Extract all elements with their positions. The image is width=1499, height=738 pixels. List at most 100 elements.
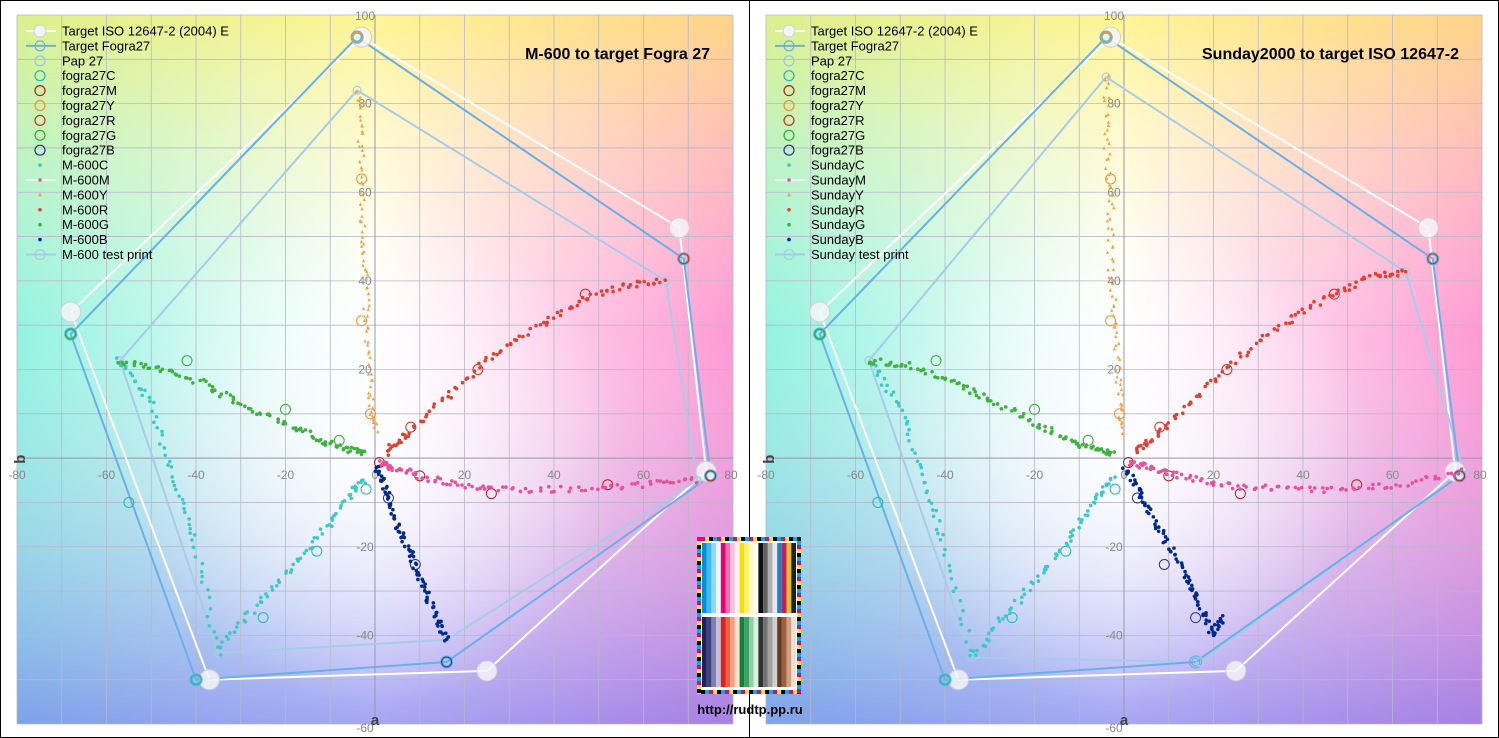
series-point-M-600R [534,323,538,328]
series-point-M-600G [300,429,305,434]
swatch-patch [786,543,792,613]
series-point-M-600C [259,600,264,605]
swatch-border-cell [705,537,709,541]
swatch-border-cell [797,577,801,581]
series-point-M-600B [422,589,427,593]
series-point-M-600C [160,433,165,437]
swatch-patch [758,617,764,687]
series-point-M-600Y [364,276,368,280]
series-point-SundayB [1204,611,1208,615]
series-point-SundayY [1109,185,1113,189]
series-point-M-600C [187,517,191,521]
series-point-M-600C [154,414,159,419]
series-point-M-600M [486,485,491,489]
series-point-M-600R [559,308,564,313]
series-point-SundayG [907,361,912,365]
swatch-border-cell [797,681,801,685]
series-point-M-600Y [367,391,371,395]
series-point-M-600G [346,450,350,455]
legend-marker [787,178,791,182]
series-point-M-600R [521,334,525,339]
series-point-SundayY [1115,330,1119,334]
series-point-SundayC [927,498,931,503]
series-point-SundayY [1105,85,1109,90]
series-point-M-600G [224,390,229,395]
series-point-SundayG [933,375,937,379]
series-point-SundayM [1383,486,1387,491]
series-point-SundayY [1119,387,1124,392]
series-point-M-600B [420,584,424,588]
series-point-M-600M [482,487,487,491]
legend-label: M-600 test print [62,247,153,262]
series-point-M-600M [665,479,669,484]
swatch-border-cell [749,690,753,694]
series-point-M-600M [661,480,666,485]
target-fogra-inner [66,329,76,339]
series-point-SundayG [1096,448,1100,452]
series-point-M-600R [386,453,391,457]
series-point-M-600G [255,412,259,417]
series-point-SundayB [1216,623,1220,628]
series-point-M-600C [132,379,137,384]
series-point-SundayM [1236,484,1240,488]
x-tick-label: -20 [1026,468,1044,482]
swatch-border-cell [765,537,769,541]
series-point-SundayG [867,361,872,366]
swatch-patch [767,543,773,613]
series-point-SundayG [1043,429,1047,433]
series-point-SundayC [1042,570,1046,575]
series-point-SundayC [897,403,901,408]
series-point-SundayC [924,490,929,495]
series-point-M-600M [518,489,523,494]
series-point-SundayC [938,537,943,542]
series-point-M-600R [399,440,403,445]
fogra-step-Y [351,31,363,43]
series-point-M-600R [471,375,476,379]
series-point-M-600C [199,569,204,574]
series-point-M-600R [446,389,451,394]
swatch-border-cell [697,605,701,609]
swatch-border-cell [729,537,733,541]
series-point-M-600G [210,384,215,389]
series-point-SundayC [874,364,878,368]
target-fogra-point [1426,252,1440,266]
series-point-SundayG [977,395,981,400]
series-point-M-600R [505,343,509,347]
series-point-SundayG [1049,425,1054,430]
series-point-SundayR [1353,285,1357,290]
series-point-SundayY [1110,201,1114,206]
series-point-M-600B [425,597,429,602]
series-point-M-600R [610,285,615,289]
series-point-SundayM [1459,467,1464,472]
series-point-SundayB [1201,612,1206,617]
series-point-SundayC [1003,614,1008,618]
series-point-M-600Y [358,114,362,118]
swatch-border-cell [797,661,801,665]
series-point-SundayC [879,383,884,387]
series-point-M-600Y [360,129,364,134]
swatch-border-cell [717,690,721,694]
series-point-SundayC [1054,552,1058,556]
swatch-border-cell [797,541,801,545]
series-point-SundayG [989,399,993,403]
series-point-M-600B [423,582,427,586]
series-point-M-600C [183,510,187,515]
series-point-M-600Y [362,318,367,322]
series-point-M-600Y [360,148,364,152]
series-point-M-600C [310,545,315,550]
swatch-border-cell [697,573,701,577]
series-point-SundayG [1099,447,1104,451]
swatch-patch [772,543,778,613]
series-point-SundayY [1112,304,1116,309]
series-point-SundayY [1112,347,1117,351]
series-point-SundayG [1031,423,1035,427]
series-point-SundayC [968,648,973,653]
x-tick-label: 0 [372,468,379,482]
series-point-M-600Y [368,412,372,417]
series-point-SundayG [968,391,972,396]
series-point-M-600R [446,394,450,399]
y-axis-label: b [12,455,29,464]
series-point-SundayR [1156,434,1161,438]
series-point-SundayB [1154,519,1159,523]
chart-title: M-600 to target Fogra 27 [525,46,710,63]
